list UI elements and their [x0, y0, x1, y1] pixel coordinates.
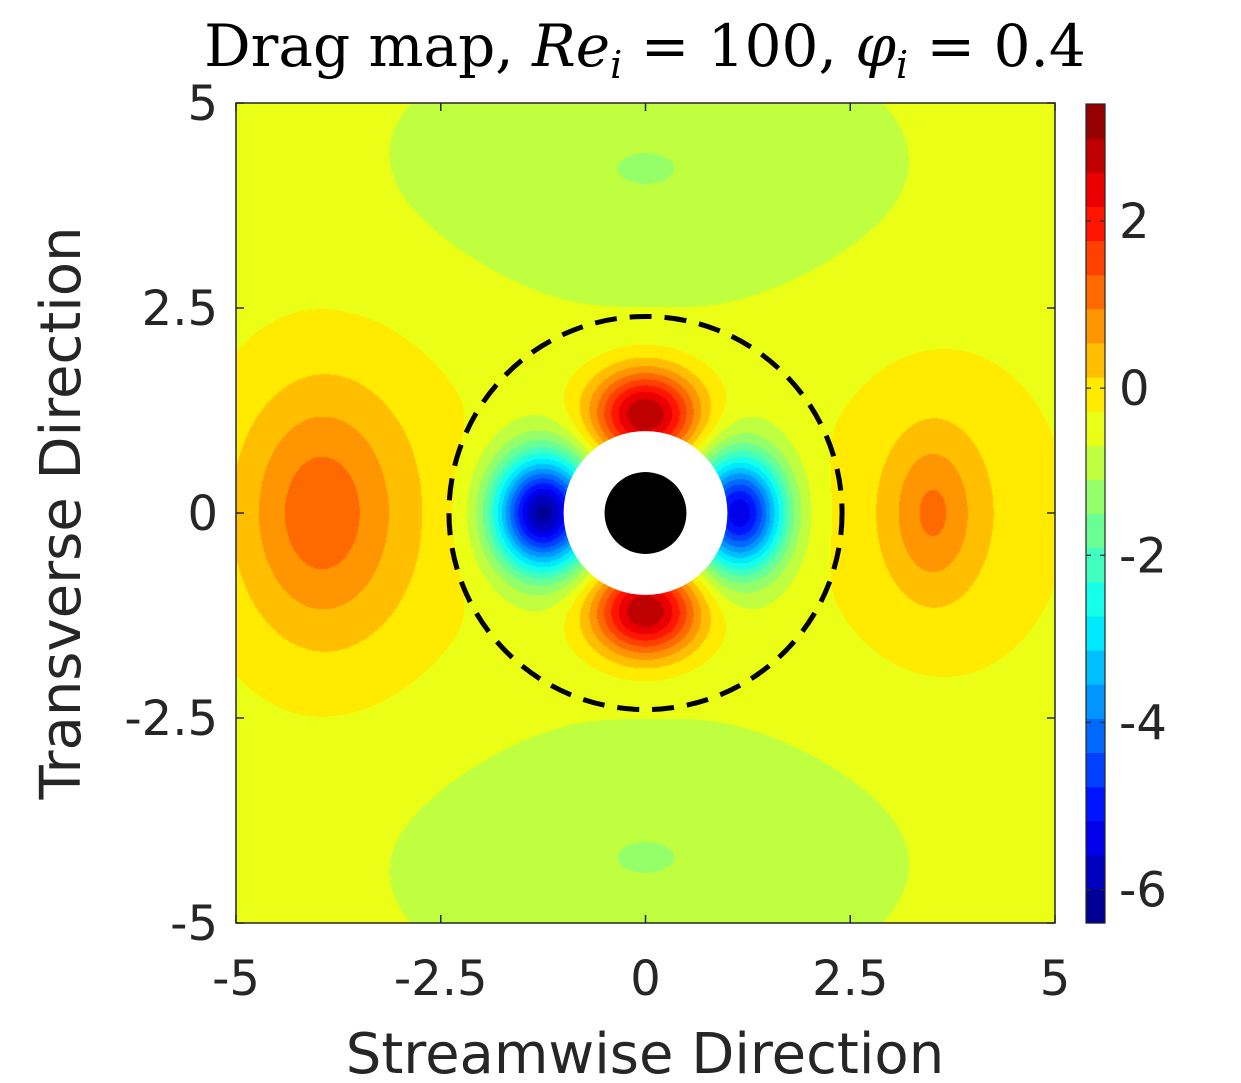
colorbar-segments: [1086, 104, 1105, 924]
x-tick-label: 5: [1040, 951, 1071, 1007]
y-tick-label: -5: [170, 896, 218, 952]
colorbar-tick-label: 0: [1119, 361, 1150, 417]
colorbar-segment: [1086, 172, 1105, 207]
plot-ticks: [235, 102, 1056, 924]
x-tick-labels: -5 -2.5 0 2.5 5: [212, 951, 1070, 1007]
colorbar-segment: [1086, 411, 1105, 446]
annotation-layer: [446, 313, 845, 713]
colorbar-tick-label: -4: [1119, 695, 1167, 751]
colorbar-segment: [1086, 342, 1105, 378]
y-tick-labels: -5 -2.5 0 2.5 5: [124, 76, 218, 952]
particle-marker: [604, 472, 687, 554]
colorbar-segment: [1086, 581, 1105, 617]
chart-title: Drag map, Rei = 100, φi = 0.4: [204, 12, 1086, 87]
colorbar-segment: [1086, 240, 1105, 276]
colorbar-segment: [1086, 718, 1105, 753]
colorbar-segment: [1086, 786, 1105, 822]
colorbar-segment: [1086, 615, 1105, 651]
dashed-circle: [446, 313, 845, 713]
colorbar-segment: [1086, 104, 1105, 139]
colorbar: 2 0 -2 -4 -6: [1085, 103, 1167, 924]
colorbar-segment: [1086, 820, 1105, 856]
colorbar-segment: [1086, 888, 1105, 924]
colorbar-frame: [1085, 103, 1106, 924]
x-axis-label: Streamwise Direction: [346, 1022, 944, 1083]
colorbar-segment: [1086, 684, 1105, 719]
y-axis-label: Transverse Direction: [29, 226, 94, 800]
y-tick-label: -2.5: [124, 691, 218, 747]
x-tick-label: -5: [212, 951, 260, 1007]
plot-area: [235, 102, 1056, 924]
colorbar-tick-label: -2: [1119, 528, 1167, 584]
colorbar-segment: [1086, 138, 1105, 173]
colorbar-segment: [1086, 274, 1105, 310]
colorbar-tick-label: 2: [1119, 194, 1150, 250]
colorbar-segment: [1086, 308, 1105, 344]
y-tick-label: 2.5: [142, 281, 218, 337]
x-tick-label: 0: [630, 951, 661, 1007]
colorbar-segment: [1086, 479, 1105, 515]
colorbar-segment: [1086, 752, 1105, 788]
colorbar-segment: [1086, 377, 1105, 412]
colorbar-tick-label: -6: [1119, 863, 1167, 919]
colorbar-segment: [1086, 445, 1105, 480]
x-tick-label: 2.5: [812, 951, 888, 1007]
colorbar-segment: [1086, 547, 1105, 583]
y-tick-label: 5: [187, 76, 218, 132]
y-tick-label: 0: [187, 486, 218, 542]
colorbar-segment: [1086, 206, 1105, 242]
colorbar-segment: [1086, 854, 1105, 890]
colorbar-segment: [1086, 513, 1105, 549]
colorbar-ticks: 2 0 -2 -4 -6: [1086, 194, 1167, 919]
x-tick-label: -2.5: [394, 951, 488, 1007]
colorbar-segment: [1086, 650, 1105, 685]
